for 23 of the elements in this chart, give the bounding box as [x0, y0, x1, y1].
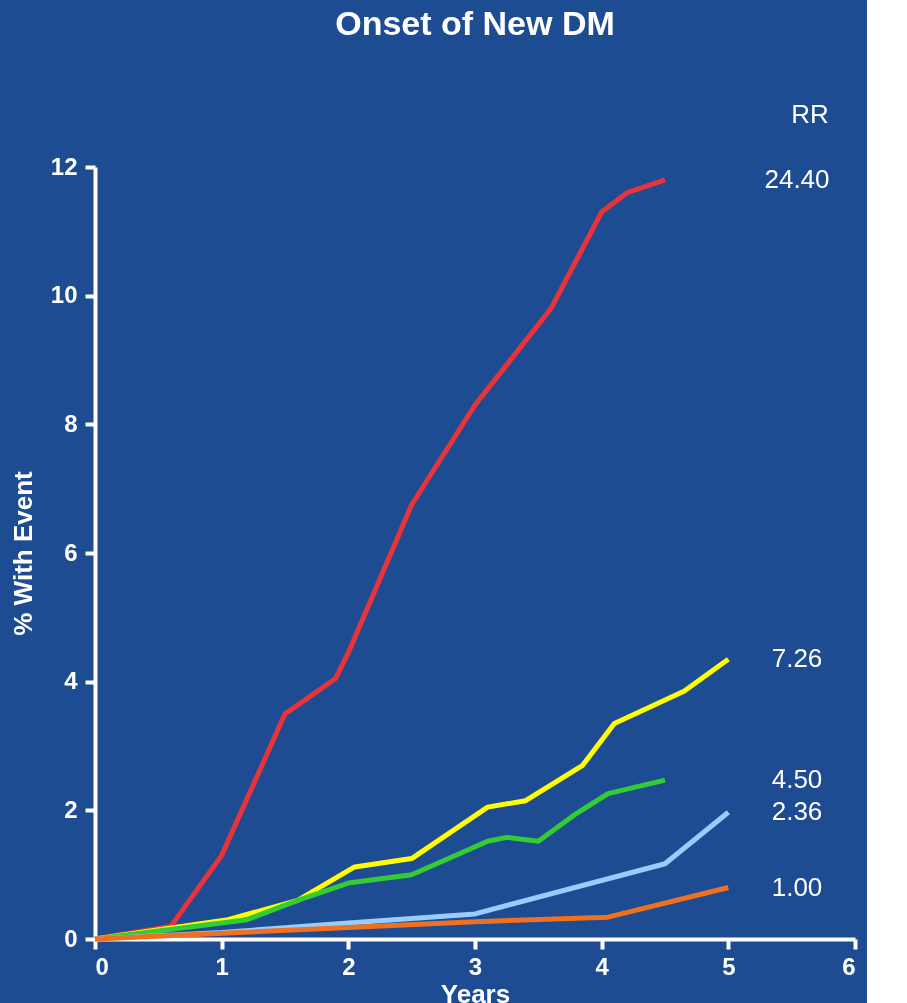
text: 24.40: [764, 163, 830, 194]
y-tick-label: 10: [50, 281, 78, 309]
series-label: 2.36: [771, 796, 823, 827]
text: 4.50: [771, 764, 823, 795]
series-label: 7.26: [771, 643, 823, 674]
y-tick-label: 2: [64, 795, 78, 823]
x-tick-label: 0: [95, 952, 109, 980]
x-tick-label: 6: [842, 952, 856, 980]
series-label: 1.00: [771, 871, 823, 902]
y-tick-label: 4: [64, 667, 79, 695]
y-axis-title: % With Event: [7, 470, 38, 636]
x-tick-label: 2: [342, 952, 356, 980]
x-tick-label: 3: [468, 952, 483, 980]
legend-title: RR: [791, 99, 829, 129]
x-tick-label: 5: [722, 952, 736, 980]
y-tick-label: 6: [64, 538, 78, 566]
x-tick-label: 4: [595, 952, 610, 980]
y-tick-label: 12: [50, 152, 78, 180]
y-tick-label: 8: [64, 409, 78, 437]
y-tick-label: 0: [64, 924, 78, 952]
chart-title: Onset of New DM: [335, 4, 615, 42]
x-axis-title: Years: [440, 978, 511, 1003]
x-tick-label: 1: [215, 952, 229, 980]
